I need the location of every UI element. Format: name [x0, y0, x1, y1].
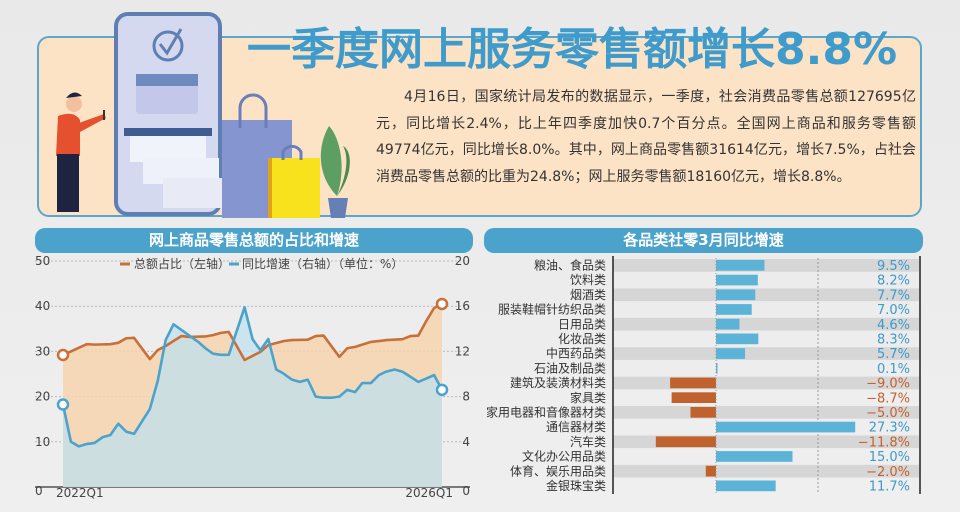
bar: [716, 274, 758, 286]
row-band: [613, 435, 919, 449]
category-label: 家用电器和音像器材类: [486, 405, 606, 420]
value-label: −9.0%: [866, 377, 910, 392]
category-label: 烟酒类: [570, 288, 606, 302]
left-axis-tick: 50: [35, 254, 50, 268]
illustration: [56, 12, 350, 218]
bar: [716, 451, 793, 462]
right-axis-tick: 8: [462, 390, 470, 404]
left-axis-tick: 10: [35, 435, 50, 449]
category-label: 化妆品类: [558, 332, 606, 346]
right-axis-tick: 12: [455, 344, 470, 358]
value-label: −11.8%: [858, 435, 910, 450]
phone-icon: [114, 12, 239, 216]
shopping-bag-icon: [222, 93, 320, 218]
right-axis-tick: 20: [455, 254, 470, 268]
bar: [716, 289, 756, 301]
bar: [716, 480, 776, 492]
row-band: [613, 464, 919, 478]
x-tick-label: 2022Q1: [56, 486, 104, 500]
bar: [716, 348, 746, 359]
category-label: 建筑及装潢材料类: [510, 375, 606, 390]
category-label: 体育、娱乐用品类: [510, 463, 606, 478]
row-band: [613, 376, 919, 390]
value-label: 27.3%: [869, 421, 910, 436]
summary-paragraph: 4月16日，国家统计局发布的数据显示，一季度，社会消费品零售总额127695亿元…: [376, 89, 916, 185]
bar: [716, 362, 718, 374]
bar: [716, 304, 752, 315]
value-label: 7.0%: [877, 303, 910, 318]
value-label: 9.5%: [877, 259, 910, 274]
category-label: 通信器材类: [546, 420, 606, 434]
left-axis-tick: 40: [35, 299, 50, 313]
line-chart: 0 0 10 4 20 8 30 12 40 16 50 20 2022Q1 2026Q1 总额占比（左轴）…: [35, 254, 470, 500]
legend-label: 总额占比（左轴）: [134, 256, 230, 271]
series-area-1: [63, 307, 442, 487]
bar: [705, 465, 716, 477]
value-label: 4.6%: [877, 318, 910, 333]
value-label: 8.2%: [877, 274, 910, 289]
bar: [671, 392, 716, 403]
bar: [670, 377, 716, 389]
plant-icon: [320, 126, 350, 218]
right-axis-tick: 4: [462, 435, 470, 449]
value-label: 8.3%: [877, 333, 910, 348]
category-label: 粮油、食品类: [534, 258, 606, 273]
endpoint-marker: [435, 297, 449, 311]
legend-label: 同比增速（右轴）（单位：%）: [242, 256, 403, 271]
bar: [716, 333, 759, 345]
page-title: 一季度网上服务零售额增长8.8%: [243, 22, 902, 78]
value-label: 5.7%: [877, 347, 910, 362]
value-label: −2.0%: [866, 465, 910, 480]
line-chart-title: 网上商品零售总额的占比和增速: [35, 228, 473, 253]
value-label: −5.0%: [866, 406, 910, 421]
category-label: 服装鞋帽针纺织品类: [498, 302, 606, 317]
bar: [716, 318, 740, 330]
row-band: [613, 347, 919, 360]
left-axis-tick: 0: [35, 484, 43, 498]
right-axis-tick: 0: [462, 484, 470, 498]
category-label: 金银珠宝类: [546, 478, 606, 493]
value-label: 0.1%: [877, 362, 910, 377]
value-label: 15.0%: [869, 450, 910, 465]
x-tick-label: 2026Q1: [405, 486, 453, 500]
row-band: [613, 259, 919, 272]
category-label: 中西药品类: [546, 346, 606, 361]
bar: [716, 421, 856, 433]
category-label: 文化办公用品类: [522, 449, 606, 464]
category-label: 汽车类: [570, 434, 606, 449]
category-label: 石油及制品类: [534, 361, 606, 375]
category-label: 家具类: [570, 390, 606, 405]
bar: [690, 407, 716, 418]
bar: [655, 436, 716, 448]
value-label: 11.7%: [869, 480, 910, 495]
left-axis-tick: 20: [35, 390, 50, 404]
left-axis-tick: 30: [35, 344, 50, 358]
row-band: [613, 288, 919, 302]
right-axis-tick: 16: [455, 299, 470, 313]
bar: [716, 260, 765, 271]
endpoint-marker: [56, 398, 70, 411]
endpoint-marker: [56, 348, 70, 362]
value-label: 7.7%: [877, 288, 910, 303]
row-band: [613, 317, 919, 331]
bar-chart-title: 各品类社零3月同比增速: [484, 228, 923, 253]
endpoint-marker: [435, 383, 449, 397]
value-label: −8.7%: [866, 391, 910, 406]
person-icon: [56, 92, 106, 212]
series-line-总额占比: [62, 302, 443, 362]
series-line-同比增速: [61, 306, 444, 448]
category-label: 日用品类: [558, 317, 606, 331]
category-label: 饮料类: [570, 273, 606, 287]
row-band: [613, 406, 919, 419]
